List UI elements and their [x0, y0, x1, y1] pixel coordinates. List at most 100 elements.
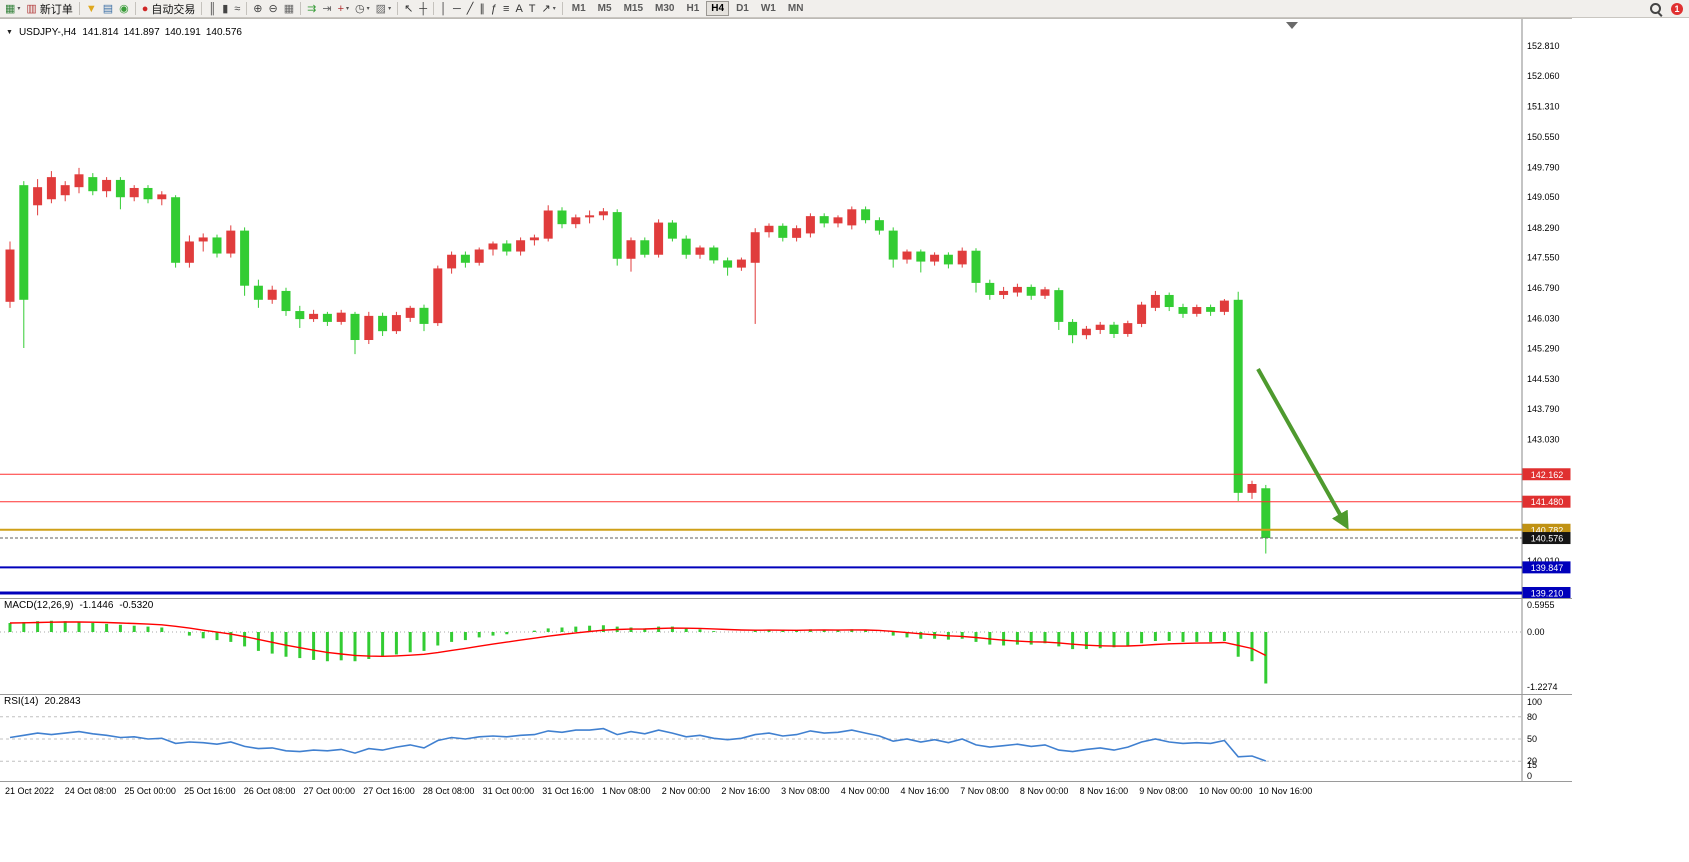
macd-axis-label: 0.00 — [1527, 627, 1545, 637]
price-axis-label: 143.790 — [1527, 404, 1560, 414]
channel-button[interactable]: ∥ — [476, 1, 488, 17]
crosshair-button[interactable]: ┼ — [416, 1, 430, 17]
candle — [378, 312, 388, 336]
zoom-in-button-icon: ⊕ — [253, 2, 263, 15]
timeframe-button-m5[interactable]: M5 — [597, 3, 612, 14]
timeframe-button-h1[interactable]: H1 — [686, 3, 700, 14]
candle — [198, 233, 208, 252]
candle — [253, 279, 263, 308]
trendline-button[interactable]: ╱ — [464, 1, 477, 17]
candle — [805, 213, 815, 238]
periods-button-dropdown-icon[interactable]: ▾ — [366, 6, 370, 12]
timeframe-button-m30[interactable]: M30 — [655, 3, 675, 14]
search-icon[interactable] — [1649, 2, 1663, 16]
rsi-axis-label: 100 — [1527, 697, 1542, 707]
candle — [1233, 291, 1243, 501]
candle — [847, 206, 857, 230]
periods-button[interactable]: ◷ ▾ — [352, 1, 373, 17]
candle — [695, 245, 705, 259]
new-order-button-icon: ▥ — [26, 2, 37, 15]
fibonacci-button[interactable]: ƒ — [488, 1, 500, 17]
candle — [1247, 480, 1257, 499]
candle — [1109, 321, 1119, 338]
candle — [543, 205, 553, 242]
candle — [502, 240, 512, 256]
price-badge-label: 140.782 — [1531, 525, 1564, 535]
cursor-button[interactable]: ↖ — [401, 1, 416, 17]
candle — [460, 251, 470, 268]
candle — [433, 265, 443, 326]
down-arrow-annotation[interactable] — [1256, 368, 1349, 530]
zoom-in-button[interactable]: ⊕ — [250, 1, 265, 17]
zoom-out-button[interactable]: ⊖ — [266, 1, 281, 17]
chart-shift-marker[interactable] — [1286, 22, 1298, 29]
text-label-button[interactable]: T — [526, 1, 539, 17]
market-watch-button[interactable]: ▤ — [100, 1, 116, 17]
timeframe-button-d1[interactable]: D1 — [736, 3, 749, 14]
cycle-lines-button[interactable]: ≡ — [500, 1, 512, 17]
candle — [5, 241, 15, 308]
candle — [557, 207, 567, 229]
templates-button[interactable]: ▨ ▾ — [373, 1, 394, 17]
price-axis-label: 145.290 — [1527, 343, 1560, 353]
candle — [171, 195, 181, 268]
price-axis-label: 152.810 — [1527, 41, 1560, 51]
rsi-line — [9, 727, 1267, 762]
macd-label: MACD(12,26,9) -1.1446 -0.5320 — [4, 600, 153, 611]
auto-trading-button[interactable]: ● 自动交易 — [139, 1, 199, 17]
candle — [874, 217, 884, 235]
macd-main-value: -1.1446 — [79, 600, 114, 611]
new-chart-button[interactable]: ▦ ▾ — [2, 1, 23, 17]
timeframe-button-mn[interactable]: MN — [787, 3, 804, 14]
chart-low-value: 140.191 — [164, 27, 201, 38]
toolbar-separator — [78, 2, 80, 15]
horizontal-line-button[interactable]: ─ — [450, 1, 464, 17]
new-chart-button-dropdown-icon[interactable]: ▾ — [17, 6, 21, 12]
toolbar-separator — [201, 2, 203, 15]
add-indicator-button[interactable]: + ▾ — [335, 1, 352, 17]
timeframe-button-w1[interactable]: W1 — [760, 3, 776, 14]
price-axis-label: 143.030 — [1527, 434, 1560, 444]
auto-scroll-button[interactable]: ⇉ — [304, 1, 319, 17]
text-button[interactable]: A — [512, 1, 525, 17]
add-indicator-button-dropdown-icon[interactable]: ▾ — [346, 6, 350, 12]
templates-button-icon: ▨ — [375, 2, 387, 15]
time-axis-label: 8 Nov 16:00 — [1079, 786, 1129, 796]
rsi-axis-label: 20 — [1527, 756, 1537, 766]
new-order-button[interactable]: ▥ 新订单 — [23, 1, 75, 17]
candle — [74, 167, 84, 194]
price-badge-label: 139.210 — [1531, 588, 1564, 598]
chart-shift-button[interactable]: ⇥ — [319, 1, 334, 17]
timeframe-button-m15[interactable]: M15 — [623, 3, 644, 14]
candle — [309, 309, 319, 322]
candle — [1095, 321, 1105, 334]
chart-symbol-period: USDJPY-,H4 — [18, 27, 77, 38]
price-axis-label: 146.030 — [1527, 314, 1560, 324]
notification-badge[interactable]: 1 — [1671, 3, 1683, 15]
vertical-line-button[interactable]: │ — [437, 1, 450, 17]
vertical-line-button-icon: │ — [440, 2, 447, 15]
time-axis-label: 10 Nov 16:00 — [1258, 786, 1313, 796]
quick-trade-toggle-icon[interactable]: ▼ — [6, 29, 13, 36]
rsi-value: 20.2843 — [44, 696, 81, 707]
timeframe-button-m1[interactable]: M1 — [571, 3, 586, 14]
candle — [1150, 290, 1160, 312]
tile-windows-button[interactable]: ▦ — [281, 1, 297, 17]
candle — [295, 305, 305, 328]
candlestick-chart-type-button[interactable]: ▮ — [219, 1, 231, 17]
line-chart-type-button[interactable]: ≈ — [231, 1, 243, 17]
templates-button-dropdown-icon[interactable]: ▾ — [388, 6, 392, 12]
candle — [833, 215, 843, 228]
navigator-button[interactable]: ◉ — [116, 1, 132, 17]
arrows-tool-button-dropdown-icon[interactable]: ▾ — [552, 6, 556, 12]
arrows-tool-button[interactable]: ↗ ▾ — [539, 1, 559, 17]
candle — [640, 237, 650, 258]
timeframe-button-h4[interactable]: H4 — [706, 1, 730, 16]
toolbar-items: ▦ ▾ ▥ 新订单 ▼ ▤ ◉ ● 自动交易 ║ ▮ ≈ ⊕ ⊖ ▦ ⇉ ⇥ + ▾ ◷ ▾ ▨ ▾ ↖ ┼ │ ─ ╱ ∥ ƒ ≡ A T ↗ ▾… — [2, 0, 809, 18]
bar-chart-type-button[interactable]: ║ — [205, 1, 219, 17]
time-axis[interactable]: 21 Oct 2022 24 Oct 08:00 25 Oct 00:00 25 Oc… — [0, 781, 1572, 802]
time-axis-label: 25 Oct 16:00 — [184, 786, 236, 796]
candle — [1054, 287, 1064, 330]
indicator-list-button[interactable]: ▼ — [83, 1, 100, 17]
